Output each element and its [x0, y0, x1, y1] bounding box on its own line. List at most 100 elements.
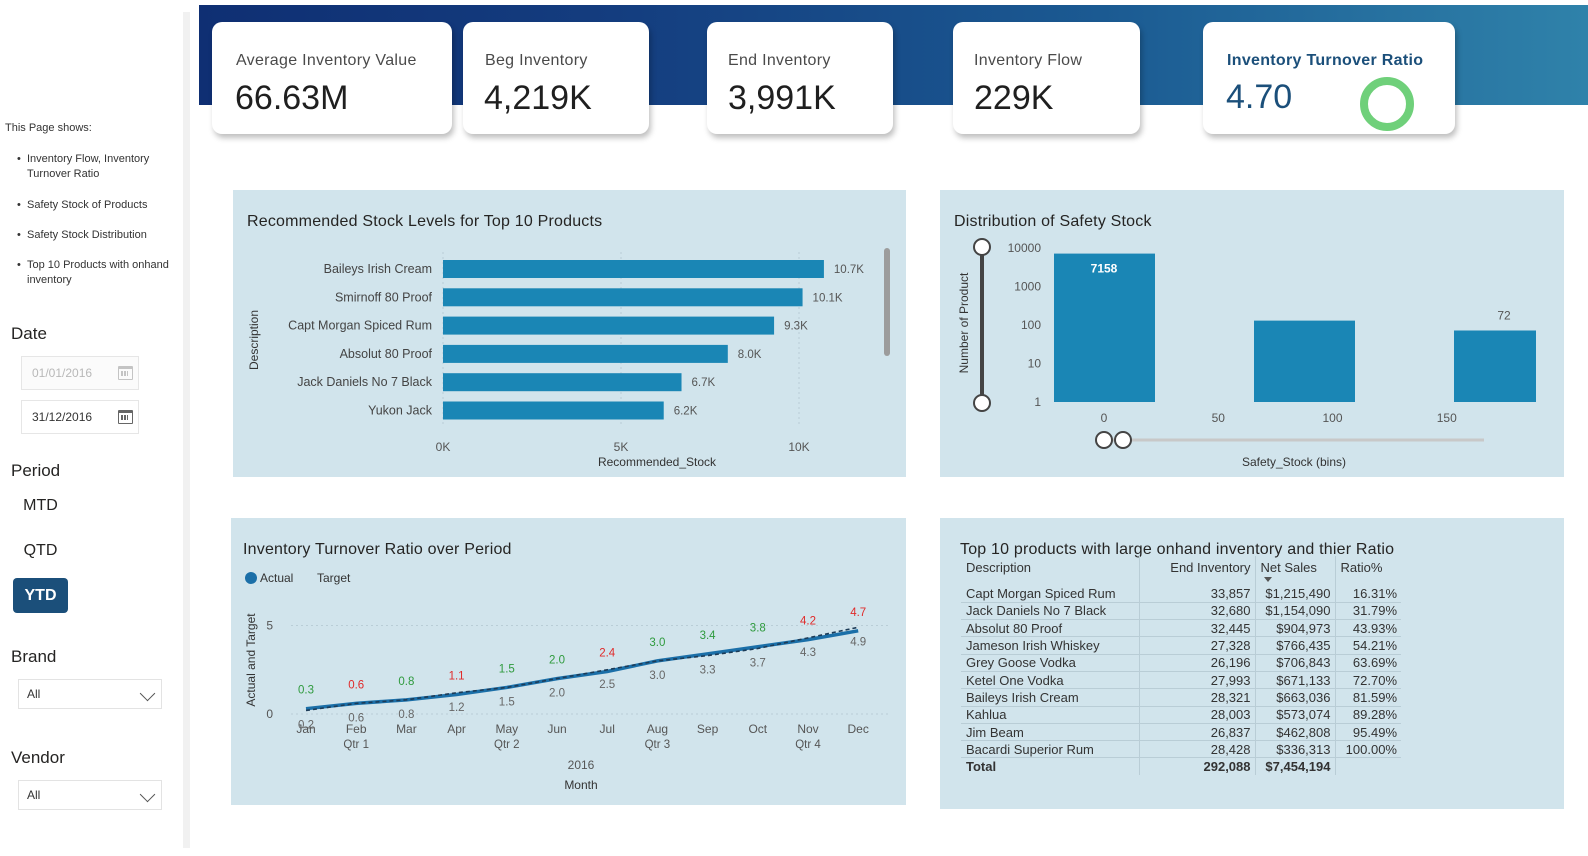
intro-item: Top 10 Products with onhand inventory: [17, 258, 177, 288]
top10-panel: Top 10 products with large onhand invent…: [940, 518, 1564, 809]
kpi-card-average-inventory-value[interactable]: Average Inventory Value 66.63M: [212, 22, 452, 134]
vendor-slicer-title: Vendor: [11, 748, 65, 767]
end-date-input[interactable]: 31/12/2016: [21, 400, 139, 434]
data-label: 8.0K: [738, 349, 762, 361]
column-header-description[interactable]: Description: [961, 556, 1140, 585]
y-tick-label: 0: [266, 707, 273, 721]
target-data-label: 0.6: [348, 712, 364, 724]
period-qtd-button[interactable]: QTD: [23, 542, 58, 559]
table-cell: 27,993: [1139, 671, 1256, 690]
table-cell: $7,454,194: [1255, 757, 1336, 776]
x-tick-label: Apr: [447, 722, 466, 736]
table-row[interactable]: Jim Beam 26,837 $462,808 95.49%: [961, 723, 1401, 742]
vendor-dropdown-value: All: [27, 788, 41, 802]
intro-list: Inventory Flow, Inventory Turnover Ratio…: [17, 152, 177, 304]
y-tick-label: 1000: [1014, 280, 1041, 294]
x-tick-label: Dec: [848, 722, 869, 736]
target-data-label: 3.0: [649, 670, 665, 682]
table-cell: $1,215,490: [1255, 585, 1336, 603]
table-row[interactable]: Baileys Irish Cream 28,321 $663,036 81.59%: [961, 688, 1401, 707]
category-label: Absolut 80 Proof: [340, 347, 433, 361]
x-tick-label: Oct: [748, 722, 767, 736]
intro-item: Safety Stock Distribution: [17, 228, 177, 243]
y-range-slider-handle: [973, 394, 991, 412]
table-row[interactable]: Jack Daniels No 7 Black 32,680 $1,154,090 3…: [961, 602, 1401, 621]
kpi-value: 229K: [974, 79, 1054, 117]
kpi-card-end-inventory[interactable]: End Inventory 3,991K: [707, 22, 893, 134]
table-row[interactable]: Grey Goose Vodka 26,196 $706,843 63.69%: [961, 654, 1401, 672]
column-header-end-inventory[interactable]: End Inventory: [1139, 556, 1256, 585]
panel-title: Top 10 products with large onhand invent…: [960, 541, 1395, 558]
kpi-card-inventory-flow[interactable]: Inventory Flow 229K: [953, 22, 1140, 134]
table-row[interactable]: Bacardi Superior Rum 28,428 $336,313 100.00…: [961, 740, 1401, 759]
table-cell: $671,133: [1255, 671, 1336, 690]
table-cell: $573,074: [1255, 706, 1336, 724]
vertical-scrollbar: [884, 248, 890, 356]
table-cell: 33,857: [1139, 585, 1256, 603]
table-cell: 292,088: [1139, 757, 1256, 776]
table-cell: Grey Goose Vodka: [961, 654, 1140, 672]
table-cell: Absolut 80 Proof: [961, 619, 1140, 638]
x-tick-label: 150: [1437, 411, 1457, 425]
kpi-card-inventory-turnover-ratio[interactable]: Inventory Turnover Ratio 4.70: [1203, 22, 1455, 134]
panel-title: Distribution of Safety Stock: [954, 213, 1152, 230]
column-header-net-sales[interactable]: Net Sales: [1255, 556, 1336, 585]
table-total-row[interactable]: Total 292,088 $7,454,194: [961, 757, 1401, 776]
x-range-slider-handle: [1114, 431, 1132, 449]
category-label: Smirnoff 80 Proof: [335, 290, 433, 304]
table-cell: Jack Daniels No 7 Black: [961, 602, 1140, 621]
x-axis-title: Month: [564, 778, 597, 792]
data-label: 6.7K: [692, 377, 716, 389]
table-cell: 28,321: [1139, 688, 1256, 707]
top10-table: Description End Inventory Net Sales Rati…: [961, 556, 1401, 776]
category-label: Baileys Irish Cream: [324, 262, 432, 276]
kpi-value: 4.70: [1226, 78, 1293, 116]
table-row[interactable]: Kahlua 28,003 $573,074 89.28%: [961, 706, 1401, 724]
start-date-input[interactable]: 01/01/2016: [21, 356, 139, 390]
table-row[interactable]: Ketel One Vodka 27,993 $671,133 72.70%: [961, 671, 1401, 690]
table-cell: 95.49%: [1335, 723, 1401, 742]
table-cell: 81.59%: [1335, 688, 1401, 707]
kpi-card-beg-inventory[interactable]: Beg Inventory 4,219K: [463, 22, 649, 134]
period-mtd-button[interactable]: MTD: [23, 497, 58, 514]
column-header-ratio[interactable]: Ratio%: [1340, 560, 1383, 575]
legend-marker-actual: [245, 572, 257, 584]
table-cell: Bacardi Superior Rum: [961, 740, 1140, 759]
quarter-label: Qtr 2: [494, 739, 520, 751]
category-label: Jack Daniels No 7 Black: [297, 375, 433, 389]
actual-data-label: 1.1: [449, 671, 465, 683]
intro-item: Safety Stock of Products: [17, 198, 177, 213]
target-data-label: 3.3: [700, 665, 716, 677]
data-label: 10.1K: [813, 292, 843, 304]
calendar-icon[interactable]: [118, 366, 133, 380]
vendor-dropdown[interactable]: All: [18, 780, 162, 810]
sidebar-divider: [183, 12, 190, 848]
safety-stock-panel: Distribution of Safety Stock 10000 1000 10…: [940, 190, 1564, 477]
y-tick-label: 5: [266, 619, 273, 633]
table-row[interactable]: Capt Morgan Spiced Rum 33,857 $1,215,490 16…: [961, 585, 1401, 603]
table-cell: Jameson Irish Whiskey: [961, 636, 1140, 655]
actual-data-label: 3.4: [700, 630, 717, 642]
kpi-label: End Inventory: [728, 52, 831, 69]
intro-item: Inventory Flow, Inventory Turnover Ratio: [17, 152, 177, 182]
calendar-icon[interactable]: [118, 410, 133, 424]
x-tick-label: Jul: [600, 722, 615, 736]
table-row[interactable]: Absolut 80 Proof 32,445 $904,973 43.93%: [961, 619, 1401, 638]
sort-descending-icon[interactable]: [1263, 577, 1272, 582]
period-ytd-button[interactable]: YTD: [13, 578, 68, 613]
table-row[interactable]: Jameson Irish Whiskey 27,328 $766,435 54.21…: [961, 636, 1401, 655]
bar: [443, 288, 803, 307]
table-cell: 89.28%: [1335, 706, 1401, 724]
table-cell: 32,445: [1139, 619, 1256, 638]
x-tick-label: Mar: [396, 722, 417, 736]
year-label: 2016: [568, 758, 595, 772]
category-label: Capt Morgan Spiced Rum: [288, 319, 432, 333]
y-axis-title: Description: [247, 310, 261, 370]
kpi-label: Inventory Flow: [974, 52, 1083, 69]
x-tick-label: Feb: [346, 722, 367, 736]
brand-dropdown[interactable]: All: [18, 679, 162, 709]
chevron-down-icon: [139, 786, 156, 803]
